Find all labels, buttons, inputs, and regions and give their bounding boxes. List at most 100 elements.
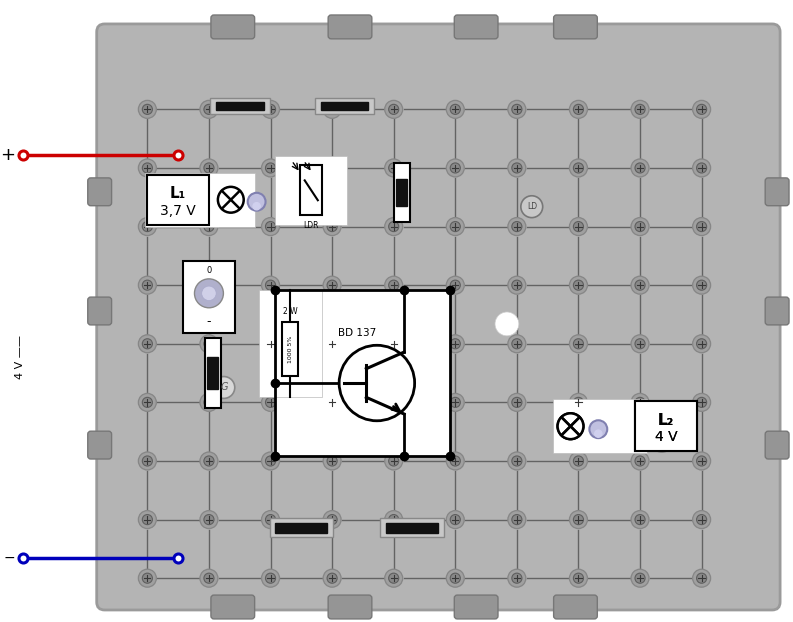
Circle shape [698, 106, 705, 113]
Circle shape [201, 453, 216, 468]
Circle shape [450, 221, 460, 231]
Circle shape [697, 397, 707, 407]
Circle shape [324, 394, 341, 411]
Circle shape [263, 219, 278, 234]
Circle shape [143, 514, 152, 524]
Circle shape [385, 569, 403, 587]
Circle shape [144, 516, 151, 523]
Circle shape [633, 453, 648, 468]
Circle shape [446, 100, 464, 118]
Circle shape [694, 336, 709, 351]
Circle shape [204, 339, 214, 349]
Circle shape [262, 452, 279, 470]
Circle shape [263, 336, 278, 351]
Circle shape [636, 106, 644, 113]
Circle shape [389, 397, 399, 407]
Circle shape [697, 514, 707, 524]
Circle shape [200, 394, 218, 411]
Circle shape [513, 457, 521, 465]
Circle shape [390, 340, 397, 348]
Circle shape [513, 281, 521, 289]
Circle shape [262, 100, 279, 118]
Circle shape [390, 281, 397, 289]
Circle shape [575, 223, 582, 230]
Circle shape [446, 218, 464, 236]
Circle shape [262, 276, 279, 294]
Circle shape [595, 430, 602, 437]
Circle shape [631, 335, 649, 353]
Circle shape [263, 277, 278, 293]
Bar [320, 103, 368, 110]
Circle shape [386, 395, 401, 410]
Circle shape [205, 223, 213, 230]
Circle shape [694, 395, 709, 410]
Circle shape [324, 276, 341, 294]
Circle shape [694, 512, 709, 527]
Circle shape [201, 336, 216, 351]
Circle shape [200, 159, 218, 177]
Circle shape [324, 569, 341, 587]
Bar [301, 165, 322, 215]
Circle shape [140, 277, 155, 293]
Circle shape [139, 159, 156, 177]
Bar [216, 103, 263, 110]
Circle shape [446, 511, 464, 529]
Circle shape [633, 395, 648, 410]
Circle shape [204, 573, 214, 583]
Circle shape [385, 335, 403, 353]
Circle shape [266, 340, 274, 348]
Circle shape [448, 336, 463, 351]
Circle shape [266, 456, 275, 466]
Circle shape [390, 516, 397, 523]
Bar [205, 338, 221, 408]
Circle shape [143, 339, 152, 349]
Circle shape [140, 512, 155, 527]
Circle shape [324, 570, 339, 586]
Circle shape [143, 397, 152, 407]
Circle shape [324, 218, 341, 236]
Circle shape [446, 276, 464, 294]
Circle shape [143, 104, 152, 114]
Circle shape [508, 452, 526, 470]
Bar [259, 290, 322, 397]
Text: −: − [4, 551, 15, 565]
Bar [282, 322, 298, 376]
Circle shape [204, 221, 214, 231]
Circle shape [635, 573, 645, 583]
Text: BD 137: BD 137 [338, 328, 376, 338]
Circle shape [201, 286, 216, 300]
Circle shape [200, 511, 218, 529]
FancyBboxPatch shape [554, 595, 597, 619]
Circle shape [448, 453, 463, 468]
Circle shape [213, 376, 235, 399]
Circle shape [205, 575, 213, 582]
Circle shape [328, 164, 336, 172]
Circle shape [509, 570, 524, 586]
Circle shape [571, 160, 586, 175]
Circle shape [139, 511, 156, 529]
Circle shape [448, 277, 463, 293]
Circle shape [451, 164, 459, 172]
Circle shape [328, 514, 337, 524]
Circle shape [573, 104, 584, 114]
Circle shape [266, 575, 274, 582]
Circle shape [205, 164, 213, 172]
Circle shape [512, 104, 522, 114]
Circle shape [569, 569, 588, 587]
Circle shape [324, 102, 339, 117]
Circle shape [692, 335, 711, 353]
Circle shape [262, 394, 279, 411]
Circle shape [631, 569, 649, 587]
Circle shape [508, 394, 526, 411]
Circle shape [266, 339, 275, 349]
Circle shape [694, 453, 709, 468]
Circle shape [495, 312, 519, 336]
Text: +: + [0, 146, 15, 164]
Circle shape [139, 452, 156, 470]
Circle shape [328, 573, 337, 583]
Circle shape [631, 511, 649, 529]
Circle shape [698, 164, 705, 172]
Circle shape [201, 395, 216, 410]
Circle shape [569, 394, 588, 411]
Circle shape [386, 160, 401, 175]
